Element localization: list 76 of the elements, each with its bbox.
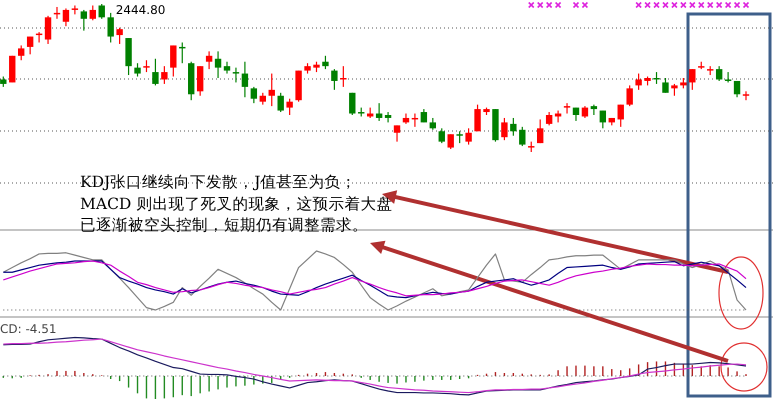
- candlestick: [448, 134, 454, 150]
- text: KDJ张口继续向下发散，J值甚至为负；MACD 则出现了死叉的现象，这预示着大盘已逐渐被空头控制，短期仍有调整需求。: [80, 172, 394, 236]
- candlestick: [519, 126, 526, 147]
- candlestick: [412, 112, 418, 128]
- candlestick: [250, 86, 258, 104]
- candlestick: [376, 102, 382, 122]
- candlestick: [420, 108, 428, 123]
- candlestick: [707, 66, 714, 76]
- candlestick: [671, 83, 678, 96]
- candlestick: [456, 130, 463, 144]
- candlestick: [98, 3, 105, 20]
- candlestick: [80, 9, 88, 32]
- candlestick: [501, 117, 508, 141]
- candlestick: [313, 61, 320, 73]
- candlestick: [277, 92, 284, 113]
- candlestick: [170, 44, 177, 78]
- candlestick: [662, 77, 669, 94]
- candlestick: [626, 84, 633, 107]
- candlestick: [394, 124, 400, 142]
- candlestick: [618, 104, 624, 128]
- candlestick: [590, 104, 598, 116]
- candlestick: [716, 66, 722, 82]
- candlestick: [26, 36, 34, 55]
- candlestick: [134, 62, 141, 78]
- candlestick: [635, 72, 642, 90]
- candlestick: [54, 6, 60, 20]
- candlestick: [206, 50, 212, 70]
- candlestick: [224, 61, 230, 74]
- annotation: 2444.80: [116, 3, 166, 17]
- candlestick: [18, 44, 24, 61]
- candlestick: [582, 106, 588, 119]
- candlestick: [465, 128, 472, 146]
- candlestick: [430, 117, 436, 130]
- candlestick: [232, 67, 240, 84]
- candlestick: [680, 77, 687, 89]
- candlestick: [304, 62, 311, 74]
- candlestick: [546, 111, 552, 126]
- candlestick: [572, 107, 580, 122]
- candlestick: [438, 128, 445, 144]
- candlestick: [734, 80, 740, 98]
- candlestick: [600, 110, 606, 129]
- candlestick: [90, 4, 96, 21]
- candlestick: [116, 27, 123, 45]
- chart-title: CD: -4.51: [0, 322, 57, 336]
- candlestick: [322, 55, 329, 70]
- candlestick: [44, 15, 52, 45]
- candlestick: [358, 107, 364, 118]
- candlestick: [179, 42, 186, 64]
- candlestick: [242, 61, 248, 98]
- candlestick: [698, 61, 704, 70]
- candlestick: [36, 32, 42, 44]
- candlestick: [528, 141, 534, 153]
- candlestick: [653, 71, 660, 85]
- candlestick: [107, 12, 114, 44]
- candlestick: [0, 76, 6, 88]
- candlestick: [260, 92, 266, 106]
- candlestick: [340, 66, 347, 88]
- candlestick: [349, 92, 356, 116]
- candlestick: [152, 58, 159, 86]
- candlestick: [62, 8, 70, 27]
- candlestick: [689, 68, 696, 90]
- candlestick: [161, 66, 168, 85]
- candlestick: [510, 117, 517, 136]
- candlestick: [402, 112, 410, 124]
- candlestick: [724, 71, 732, 84]
- candlestick: [536, 118, 544, 144]
- candlestick: [366, 107, 374, 119]
- candlestick: [554, 110, 562, 123]
- candlestick: [286, 98, 293, 116]
- candlestick: [474, 104, 481, 132]
- candlestick: [384, 111, 392, 123]
- candlestick: [214, 50, 222, 79]
- candlestick: [268, 72, 275, 107]
- candlestick: [143, 60, 150, 73]
- candlestick: [331, 68, 338, 90]
- candlestick: [564, 102, 570, 114]
